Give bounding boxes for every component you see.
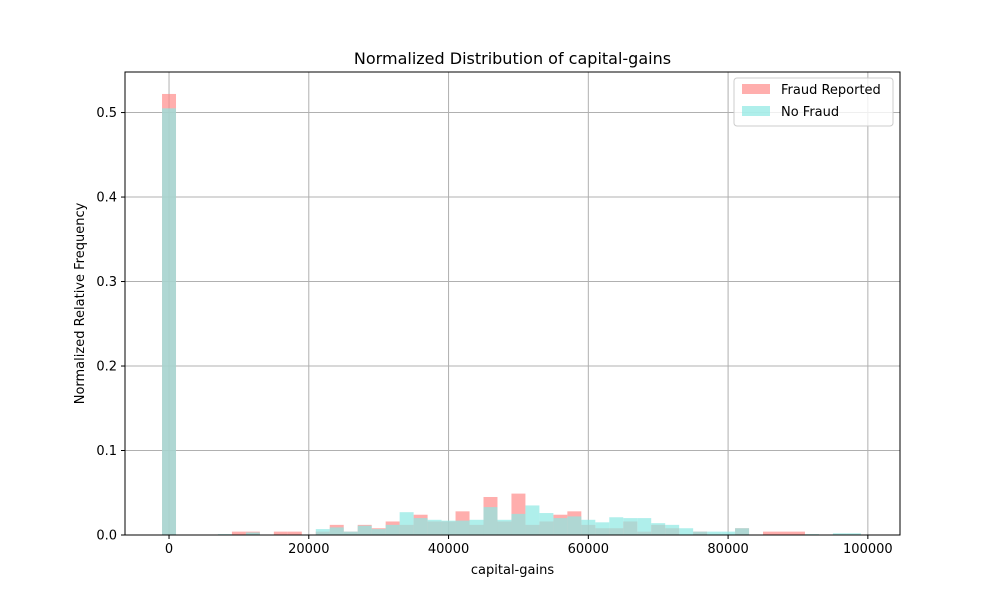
- bar-no-fraud: [567, 516, 582, 535]
- bar-no-fraud: [329, 527, 344, 535]
- y-tick-label: 0.1: [96, 444, 117, 459]
- bar-no-fraud: [427, 519, 442, 535]
- x-tick-label: 0: [165, 542, 173, 557]
- bar-fraud-reported: [790, 531, 805, 535]
- x-tick-label: 40000: [428, 542, 469, 557]
- legend-swatch-fraud-reported: [742, 84, 770, 94]
- y-tick-label: 0.5: [96, 106, 117, 121]
- bar-no-fraud: [721, 531, 736, 535]
- x-axis-ticks: 0 20000 40000 60000 80000 100000: [165, 535, 893, 557]
- legend-label-no-fraud: No Fraud: [781, 105, 839, 120]
- bar-no-fraud: [441, 520, 456, 535]
- bar-no-fraud: [245, 532, 260, 535]
- bar-no-fraud: [609, 517, 624, 535]
- bar-no-fraud: [357, 525, 372, 535]
- bar-fraud-reported: [763, 531, 778, 535]
- y-tick-label: 0.4: [96, 191, 117, 206]
- bar-no-fraud: [595, 522, 610, 535]
- bar-no-fraud: [832, 533, 847, 535]
- bar-no-fraud: [162, 108, 177, 535]
- bar-no-fraud: [679, 528, 694, 535]
- bar-fraud-reported: [231, 531, 246, 535]
- bar-no-fraud: [483, 507, 498, 535]
- bar-no-fraud: [525, 505, 540, 535]
- bar-no-fraud: [846, 533, 861, 535]
- bar-fraud-reported: [273, 531, 288, 535]
- bar-no-fraud: [315, 529, 330, 535]
- y-tick-label: 0.3: [96, 275, 117, 290]
- bar-no-fraud: [735, 528, 750, 535]
- bar-no-fraud: [665, 524, 680, 535]
- bar-no-fraud: [343, 531, 358, 535]
- legend-box: [733, 77, 894, 127]
- x-tick-label: 60000: [568, 542, 609, 557]
- x-axis-label: capital-gains: [471, 563, 554, 578]
- bar-no-fraud: [553, 518, 568, 535]
- bar-no-fraud: [623, 518, 638, 535]
- bar-no-fraud: [539, 513, 554, 535]
- y-axis-label: Normalized Relative Frequency: [73, 202, 88, 404]
- bar-no-fraud: [455, 520, 470, 535]
- y-tick-label: 0.0: [96, 529, 117, 544]
- bar-no-fraud: [637, 518, 652, 535]
- bar-no-fraud: [371, 529, 386, 535]
- bar-no-fraud: [399, 512, 414, 535]
- x-tick-label: 100000: [843, 542, 893, 557]
- bar-no-fraud: [385, 524, 400, 535]
- legend-label-fraud-reported: Fraud Reported: [781, 83, 881, 98]
- legend: Fraud Reported No Fraud: [733, 77, 894, 127]
- legend-swatch-no-fraud: [742, 106, 770, 116]
- bar-fraud-reported: [287, 531, 302, 535]
- histogram-bars: [162, 93, 861, 535]
- y-axis-ticks: 0.0 0.1 0.2 0.3 0.4 0.5: [96, 106, 125, 544]
- bar-no-fraud: [707, 531, 722, 535]
- bar-no-fraud: [497, 519, 512, 535]
- y-tick-label: 0.2: [96, 360, 117, 375]
- bar-no-fraud: [581, 519, 596, 535]
- bar-no-fraud: [651, 523, 666, 535]
- bar-no-fraud: [469, 519, 484, 535]
- bar-fraud-reported: [777, 531, 791, 535]
- bar-no-fraud: [413, 518, 428, 535]
- bar-no-fraud: [693, 531, 708, 535]
- x-tick-label: 20000: [288, 542, 329, 557]
- x-tick-label: 80000: [707, 542, 748, 557]
- plot-area-frame: [124, 71, 901, 536]
- chart-title: Normalized Distribution of capital-gains: [354, 49, 671, 68]
- bar-no-fraud: [511, 513, 526, 535]
